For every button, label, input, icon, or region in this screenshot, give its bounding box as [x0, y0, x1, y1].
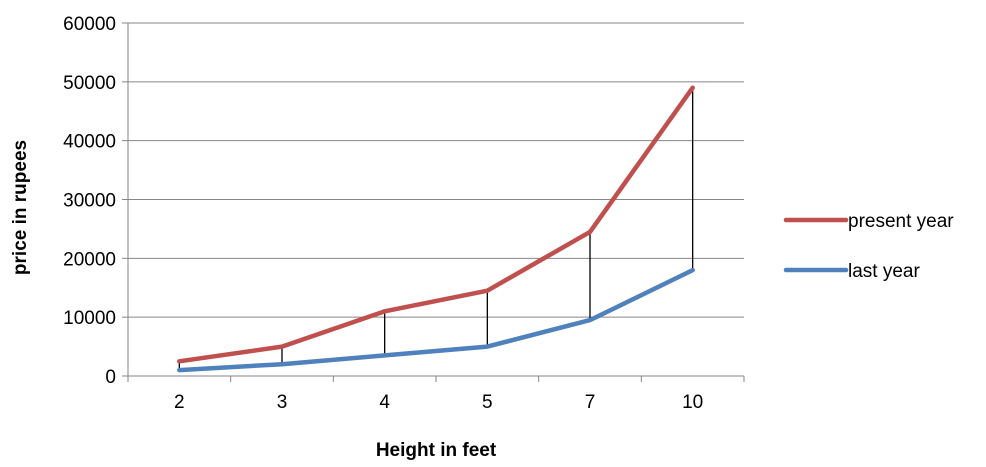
y-tick-label: 50000 [63, 73, 116, 94]
y-tick-label: 30000 [63, 191, 116, 212]
series-line-2 [177, 267, 695, 373]
y-tick-label: 10000 [63, 308, 116, 329]
legend: present year last year [783, 211, 954, 282]
x-tick-label: 7 [585, 392, 596, 413]
x-tick-label: 4 [379, 392, 390, 413]
x-tick-label: 2 [174, 392, 185, 413]
y-tick-label: 40000 [63, 132, 116, 153]
x-tick-label: 3 [277, 392, 288, 413]
series-line-1 [177, 85, 695, 364]
series-lines [177, 85, 695, 373]
x-tick-label: 5 [482, 392, 493, 413]
tick-labels: 0 10000 20000 30000 40000 50000 60000 2 3 4 5 7 10 [63, 14, 703, 413]
y-tick-label: 60000 [63, 14, 116, 35]
y-axis-title: price in rupees [10, 140, 31, 275]
legend-label-1: present year [848, 211, 954, 232]
legend-label-2: last year [848, 261, 920, 282]
x-tick-label: 10 [682, 392, 703, 413]
y-tick-label: 20000 [63, 249, 116, 270]
x-axis-title: Height in feet [376, 440, 497, 461]
drop-lines [178, 87, 694, 371]
axes [122, 22, 745, 382]
y-tick-label: 0 [105, 367, 116, 388]
gridlines [128, 22, 744, 318]
